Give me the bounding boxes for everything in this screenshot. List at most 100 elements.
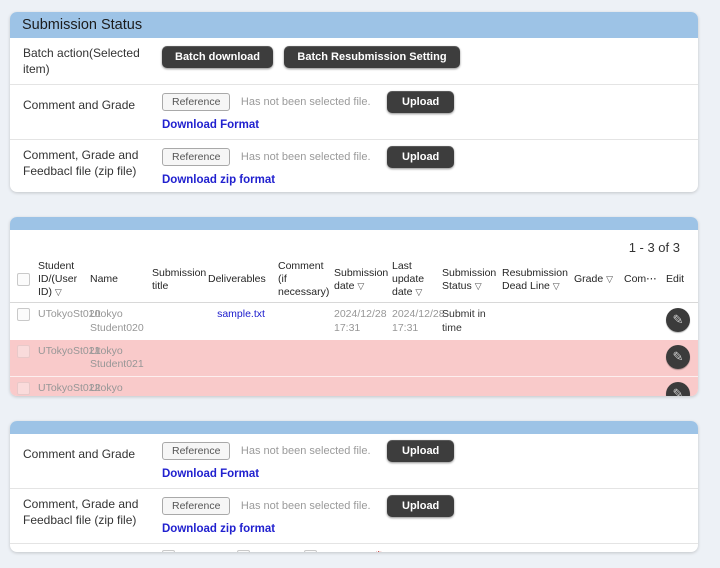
- comment-grade-zip-row: Comment, Grade and Feedbacl file (zip fi…: [10, 488, 698, 543]
- row-checkbox[interactable]: [16, 308, 30, 322]
- cell-deliverables: sample.txt: [206, 303, 276, 340]
- table-panel-accent-strip: [10, 217, 698, 230]
- select-all-checkbox[interactable]: [16, 272, 30, 286]
- cell-deliverables: [206, 375, 276, 396]
- cell-student-id: UTokyoSt020: [38, 308, 101, 321]
- student-id-checkbox[interactable]: [303, 550, 317, 552]
- pencil-icon: ✎: [672, 385, 684, 396]
- no-file-selected-text: Has not been selected file.: [240, 151, 371, 164]
- col-student-id[interactable]: Student ID/(User ID) ▽: [36, 257, 88, 304]
- row-checkbox[interactable]: [16, 381, 30, 395]
- cell-submission-date: [332, 375, 390, 396]
- batch-resubmission-setting-button[interactable]: Batch Resubmission Setting: [284, 46, 460, 68]
- upload-button[interactable]: Upload: [387, 91, 455, 114]
- deliverable-file-link[interactable]: sample.txt: [217, 308, 265, 321]
- pagination-text: 1 - 3 of 3: [628, 240, 680, 255]
- cell-submission-title: [150, 303, 206, 340]
- user-id-checkbox[interactable]: [162, 550, 175, 552]
- cell-name: Utokyo Student020: [90, 308, 144, 334]
- download-format-link[interactable]: Download Format: [162, 119, 260, 132]
- col-submission-date[interactable]: Submission date ▽: [332, 257, 390, 304]
- user-id-checkbox-label: User ID: [181, 551, 218, 552]
- cell-grade: [572, 375, 622, 396]
- reference-button[interactable]: Reference: [162, 497, 231, 515]
- download-format-link[interactable]: Download Format: [162, 468, 260, 480]
- note-symbol: ※: [375, 550, 383, 552]
- upload-button[interactable]: Upload: [387, 146, 455, 169]
- student-id-checkbox-label: Student ID: [323, 551, 375, 552]
- comment-grade-row: Comment and Grade Reference Has not been…: [10, 434, 698, 488]
- submission-table: Student ID/(User ID) ▽ Name Submission t…: [10, 257, 698, 396]
- cell-comment-truncated: [622, 340, 664, 377]
- cell-submission-status: Submit in time: [442, 308, 486, 334]
- upload-button[interactable]: Upload: [387, 495, 455, 517]
- col-grade[interactable]: Grade ▽: [572, 257, 622, 304]
- cell-last-update-date: 2024/12/28 17:31: [392, 308, 445, 334]
- sort-icon[interactable]: ▽: [552, 280, 560, 291]
- cell-resubmission-deadline: [500, 375, 572, 396]
- cell-student-id: UTokyoSt022: [36, 375, 100, 396]
- file-name-option-label: File name specification option: [10, 544, 160, 552]
- no-file-selected-text: Has not been selected file.: [240, 445, 371, 457]
- cell-name: Utokyo Student021: [90, 344, 144, 370]
- download-zip-format-link[interactable]: Download zip format: [162, 523, 276, 535]
- sort-icon[interactable]: ▽: [474, 280, 482, 291]
- sort-icon[interactable]: ▽: [606, 274, 614, 285]
- edit-button[interactable]: ✎: [666, 308, 690, 333]
- cell-comment: [276, 303, 332, 340]
- reference-button[interactable]: Reference: [162, 442, 231, 460]
- sort-icon[interactable]: ▽: [357, 280, 365, 291]
- row-checkbox[interactable]: [16, 344, 30, 358]
- col-resubmission-deadline[interactable]: Resubmission Dead Line ▽: [500, 257, 572, 304]
- name-checkbox-label: Name: [256, 551, 285, 552]
- name-checkbox[interactable]: [236, 550, 250, 552]
- comment-grade-row: Comment and Grade Reference Has not been…: [10, 84, 698, 139]
- cell-name: Utokyo Student022: [88, 375, 150, 396]
- bottom-actions-panel: Comment and Grade Reference Has not been…: [10, 421, 698, 552]
- sort-icon[interactable]: ▽: [54, 287, 62, 298]
- col-last-update-date[interactable]: Last update date ▽: [390, 257, 440, 304]
- no-file-selected-text: Has not been selected file.: [240, 500, 371, 512]
- cell-comment-truncated: [622, 375, 664, 396]
- col-comment: Comment (if necessary): [276, 257, 332, 304]
- col-comment-truncated: Com⋯: [622, 257, 664, 304]
- edit-button[interactable]: ✎: [666, 381, 690, 396]
- cell-grade: [572, 340, 622, 377]
- batch-download-note: It is not reflected in the batch downloa…: [387, 551, 597, 552]
- submission-table-panel: 1 - 3 of 3 Student ID/(User ID) ▽ Name S…: [10, 217, 698, 396]
- table-row: UTokyoSt022 Utokyo Student022 ✎: [10, 375, 698, 396]
- comment-grade-zip-label: Comment, Grade and Feedbacl file (zip fi…: [23, 497, 139, 527]
- cell-comment-truncated: [622, 303, 664, 340]
- page-title: Submission Status: [10, 12, 698, 38]
- cell-submission-date: 2024/12/28 17:31: [334, 308, 387, 334]
- pencil-icon: ✎: [672, 348, 684, 364]
- cell-submission-title: [150, 340, 206, 377]
- edit-button[interactable]: ✎: [666, 344, 690, 369]
- cell-resubmission-deadline: [500, 340, 572, 377]
- upload-button[interactable]: Upload: [387, 440, 455, 462]
- cell-submission-date: [332, 340, 390, 377]
- comment-grade-zip-row: Comment, Grade and Feedbacl file (zip fi…: [10, 139, 698, 192]
- batch-action-label: Batch action(Selected item): [23, 46, 140, 76]
- cell-submission-title: [150, 375, 206, 396]
- download-zip-format-link[interactable]: Download zip format: [162, 174, 276, 187]
- cell-submission-status: [440, 340, 500, 377]
- reference-button[interactable]: Reference: [162, 93, 231, 112]
- cell-student-id: UTokyoSt021: [38, 344, 101, 357]
- cell-comment: [276, 340, 332, 377]
- cell-comment: [276, 375, 332, 396]
- cell-deliverables: [206, 340, 276, 377]
- reference-button[interactable]: Reference: [162, 148, 231, 167]
- col-submission-title: Submission title: [150, 257, 206, 304]
- bottom-panel-accent-strip: [10, 421, 698, 434]
- col-edit: Edit: [664, 257, 698, 304]
- col-submission-status[interactable]: Submission Status ▽: [440, 257, 500, 304]
- cell-last-update-date: [390, 375, 440, 396]
- cell-grade: [572, 303, 622, 340]
- cell-submission-status: [440, 375, 500, 396]
- comment-grade-label: Comment and Grade: [23, 447, 136, 461]
- col-deliverables: Deliverables: [206, 257, 276, 304]
- batch-download-button[interactable]: Batch download: [162, 46, 273, 68]
- sort-icon[interactable]: ▽: [415, 287, 423, 298]
- file-name-option-row: File name specification option User ID N…: [10, 543, 698, 552]
